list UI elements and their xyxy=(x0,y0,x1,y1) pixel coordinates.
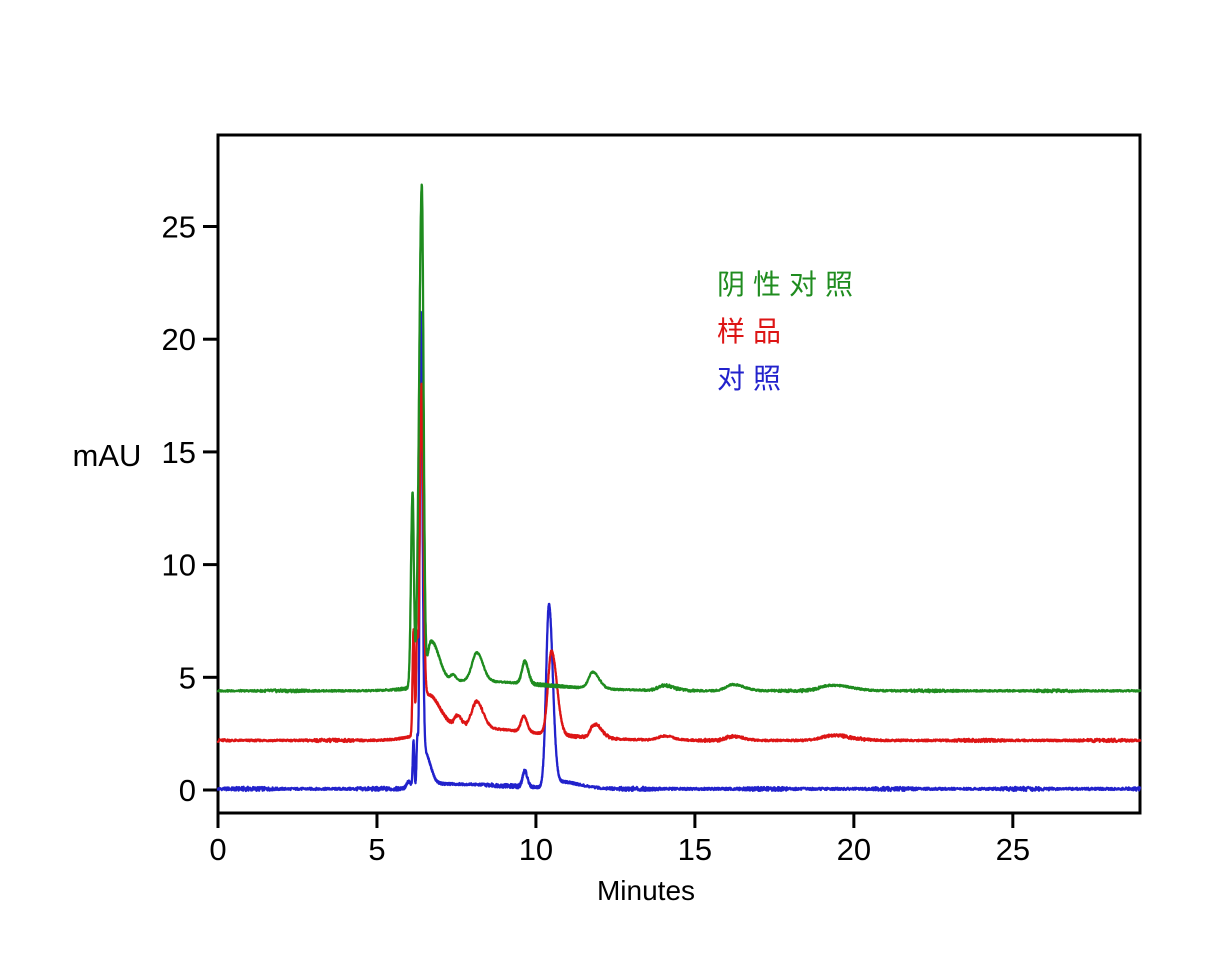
y-tick-label: 15 xyxy=(162,435,196,470)
y-tick-label: 10 xyxy=(162,548,196,583)
trace-sample xyxy=(216,382,1142,744)
legend: 阴性对照 样品 对照 xyxy=(717,268,861,409)
trace-group xyxy=(216,183,1142,793)
y-tick-label: 0 xyxy=(179,773,196,808)
x-tick-label: 15 xyxy=(678,832,712,867)
y-tick-label: 5 xyxy=(179,660,196,695)
trace-negative-control xyxy=(216,183,1142,694)
x-tick-label: 20 xyxy=(837,832,871,867)
y-axis-title: mAU xyxy=(73,438,142,473)
y-tick-label: 20 xyxy=(162,322,196,357)
legend-item-sample: 样品 xyxy=(717,316,790,347)
trace-control xyxy=(216,310,1142,793)
x-axis-ticks: 0 5 10 15 20 25 xyxy=(209,813,1030,867)
y-axis-ticks: 0 5 10 15 20 25 xyxy=(162,210,218,808)
x-tick-label: 10 xyxy=(519,832,553,867)
y-tick-label: 25 xyxy=(162,210,196,245)
legend-item-control: 对照 xyxy=(717,363,790,394)
x-tick-label: 25 xyxy=(996,832,1030,867)
legend-item-negative-control: 阴性对照 xyxy=(717,269,862,300)
x-axis-title: Minutes xyxy=(597,875,695,906)
x-tick-label: 5 xyxy=(368,832,385,867)
plot-border xyxy=(216,133,1142,815)
x-tick-label: 0 xyxy=(209,832,226,867)
